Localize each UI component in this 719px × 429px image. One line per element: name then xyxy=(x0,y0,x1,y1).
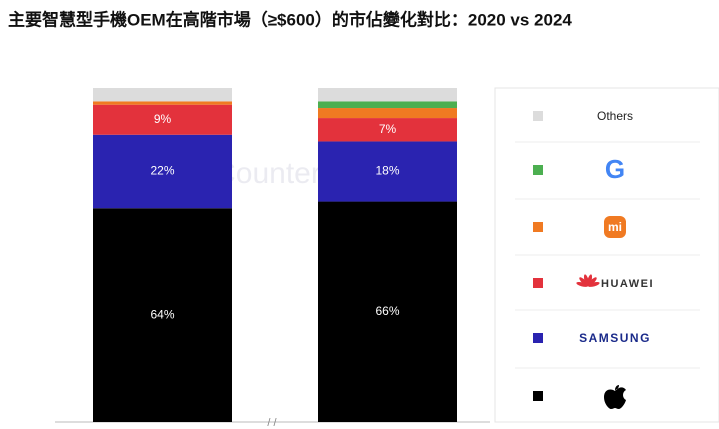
data-label: 18% xyxy=(375,164,399,178)
bar-segment xyxy=(318,141,457,202)
legend-label: SAMSUNG xyxy=(579,331,651,345)
legend-label: HUAWEI xyxy=(601,278,654,290)
bar-segment xyxy=(318,201,457,422)
bar-segment xyxy=(318,118,457,142)
legend-logo-petal xyxy=(587,281,600,287)
data-label: 64% xyxy=(150,307,174,321)
legend-logo-bg xyxy=(604,216,626,238)
legend-label: Others xyxy=(597,109,633,123)
legend-swatch xyxy=(533,278,543,288)
bar-segment xyxy=(318,88,457,102)
data-label: 7% xyxy=(379,122,397,136)
legend-box xyxy=(494,87,719,423)
legend-swatch xyxy=(533,391,543,401)
legend-logo xyxy=(604,385,626,409)
legend-swatch xyxy=(533,111,543,121)
bar-segment xyxy=(318,101,457,109)
axis-break: / / xyxy=(267,417,277,429)
legend-logo: G xyxy=(605,154,625,184)
bar-segment xyxy=(93,208,232,422)
bar-segment xyxy=(93,104,232,135)
chart-title: 主要智慧型手機OEM在高階市場（≥$600）的市佔變化對比：2020 vs 20… xyxy=(8,9,572,29)
data-label: 9% xyxy=(154,112,172,126)
legend-logo-petal xyxy=(576,281,589,287)
legend-swatch xyxy=(533,222,543,232)
data-label: 66% xyxy=(375,304,399,318)
bar-segment xyxy=(93,134,232,209)
data-label: 22% xyxy=(150,164,174,178)
bar-segment xyxy=(93,88,232,102)
bar-segment xyxy=(318,108,457,119)
bar-segment xyxy=(93,101,232,105)
legend-logo: mi xyxy=(608,220,622,234)
legend-swatch xyxy=(533,333,543,343)
legend-swatch xyxy=(533,165,543,175)
legend-logo-petal xyxy=(587,274,593,287)
